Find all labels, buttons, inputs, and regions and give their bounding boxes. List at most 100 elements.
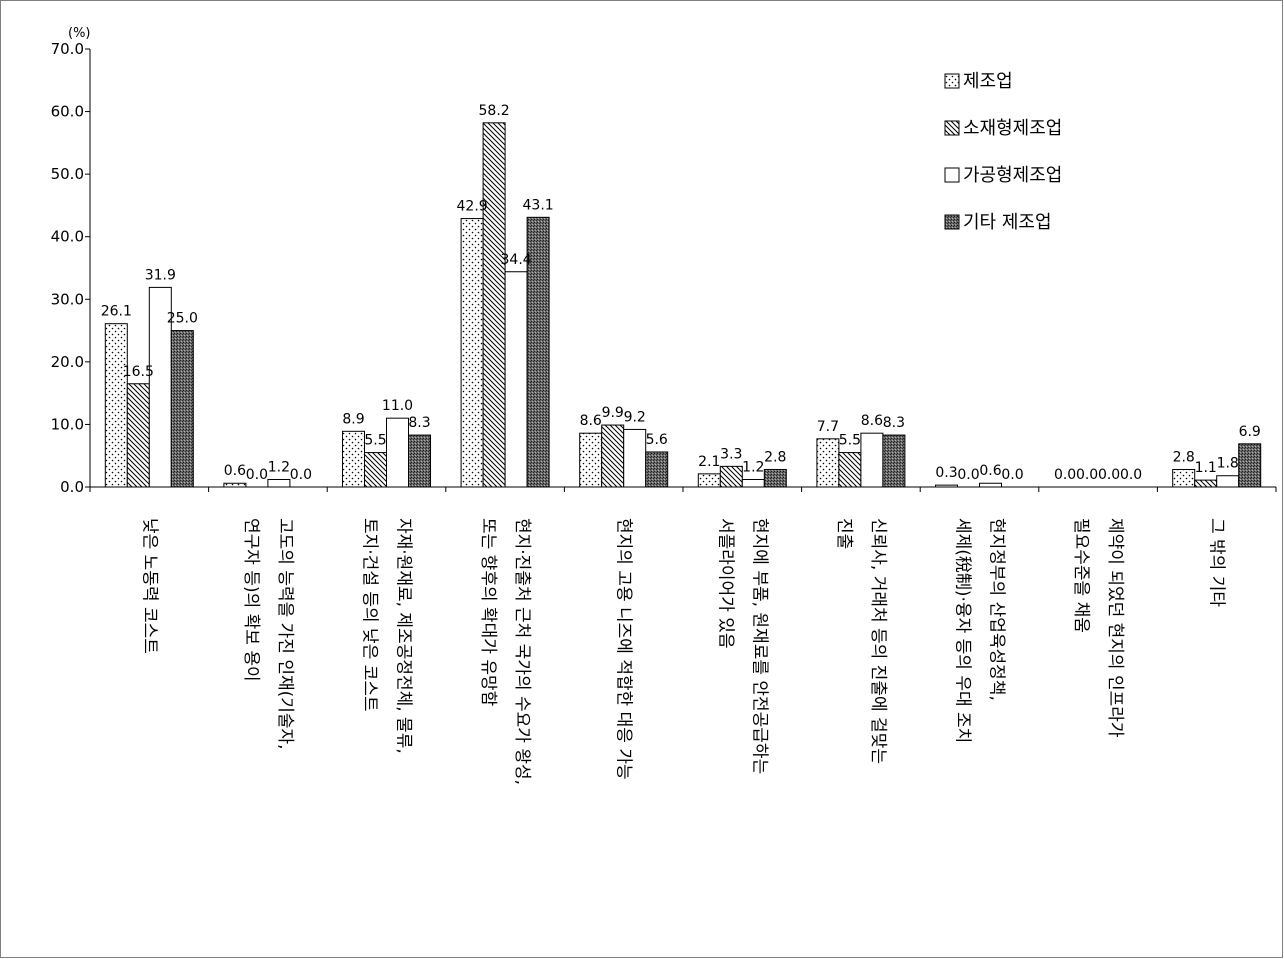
data-label: 16.5 (123, 364, 154, 380)
category-label: 또는 향후의 확대가 유망함 (478, 518, 498, 707)
data-label: 0.0 (957, 467, 979, 483)
data-labels: 26.116.531.925.00.6 0.0 1.2 0.08.95.511.08.… (101, 103, 1261, 483)
bar (342, 430, 365, 488)
bar (504, 271, 528, 488)
legend-label: 기타 제조업 (963, 212, 1052, 233)
bar (645, 451, 669, 488)
category-label: 현지정부의 산업육성정책, (987, 518, 1007, 701)
data-label: 8.6 (861, 413, 883, 429)
data-label: 3.3 (720, 446, 742, 462)
category-label: 연구자 등)의 확보 용이 (241, 518, 261, 682)
data-label: 8.9 (342, 411, 364, 427)
y-axis-unit: (%) (68, 26, 91, 41)
data-label: 25.0 (167, 311, 198, 327)
category-label: 세제(稅制)·융자 등의 우대 조치 (953, 518, 973, 743)
data-label: 2.8 (764, 449, 786, 465)
category-label: 토지·건설 등의 낮은 코스트 (360, 518, 380, 712)
bar (882, 434, 906, 488)
data-label: 2.1 (698, 454, 720, 470)
data-label: 8.6 (580, 413, 602, 429)
bar (860, 432, 884, 488)
data-label: 1.8 (1217, 456, 1239, 472)
bar (126, 383, 150, 488)
category-labels: 낮은 노동력 코스트 고도의 능력을 가진 인재(기술자, 연구자 등)의 확보 용… (139, 518, 1226, 785)
y-tick-label: 60.0 (51, 103, 84, 121)
bar (601, 424, 625, 488)
data-label: 11.0 (382, 398, 413, 414)
data-label: 0.6 (979, 463, 1001, 479)
bar (579, 432, 603, 488)
bar (697, 473, 721, 488)
bar (763, 468, 787, 488)
data-label: 58.2 (479, 103, 510, 119)
data-label: 34.4 (501, 252, 532, 268)
y-tick-label: 70.0 (51, 40, 84, 58)
bar (267, 478, 291, 488)
data-label: 9.2 (624, 409, 646, 425)
legend-label: 소재형제조업 (963, 118, 1062, 139)
legend-swatch (944, 167, 960, 183)
data-label: 0.0 (246, 467, 268, 483)
category-label: 진출 (834, 518, 854, 549)
bar (623, 428, 647, 488)
category-label: 자재·원재료, 제조공정전체, 물류, (394, 518, 414, 754)
y-tick-label: 0.0 (60, 478, 84, 496)
data-label: 5.6 (646, 432, 668, 448)
data-label: 5.5 (839, 433, 861, 449)
bar (386, 417, 409, 488)
bar (719, 465, 743, 488)
data-label: 0.0 (1001, 467, 1023, 483)
category-label: 신뢰사, 거래처 등의 진출에 걸맞는 (868, 518, 888, 764)
bar (526, 216, 550, 488)
category-label: 현지의 고용 니즈에 적합한 대응 가능 (614, 518, 634, 780)
data-label: 0.3 (935, 465, 957, 481)
category-label: 서플라이어가 있음 (715, 518, 735, 649)
bar (170, 330, 194, 488)
data-label: 0.0 (1054, 467, 1076, 483)
bar (741, 478, 765, 488)
bar (482, 122, 506, 488)
bar (1194, 479, 1218, 488)
bar (408, 434, 431, 488)
data-label: 1.2 (742, 459, 764, 475)
bar (816, 438, 840, 488)
bar (364, 452, 387, 488)
data-label: 43.1 (523, 197, 554, 213)
data-label: 31.9 (145, 267, 176, 283)
bar (979, 482, 1002, 488)
bar (935, 484, 958, 488)
y-tick-label: 30.0 (51, 290, 84, 308)
y-tick-label: 40.0 (51, 228, 84, 246)
legend-swatch (944, 73, 960, 89)
data-label: 8.3 (883, 415, 905, 431)
data-label: 9.9 (602, 405, 624, 421)
data-label: 26.1 (101, 304, 132, 320)
data-label: 5.5 (364, 433, 386, 449)
data-label: 42.9 (457, 199, 488, 215)
legend-label: 가공형제조업 (963, 165, 1062, 186)
bar (838, 452, 862, 488)
data-label: 7.7 (817, 419, 839, 435)
data-label: 1.1 (1195, 460, 1217, 476)
category-label: 필요수준을 채움 (1071, 518, 1091, 633)
data-label: 0.0 (1098, 467, 1120, 483)
category-label: 제약이 되었던 현지의 인프라가 (1105, 518, 1125, 738)
data-label: 0.0 (290, 467, 312, 483)
category-label: 그 밖의 기타 (1207, 518, 1227, 607)
bar (1238, 443, 1262, 488)
y-tick-label: 50.0 (51, 165, 84, 183)
legend-label: 제조업 (963, 71, 1013, 92)
category-label: 현지에 부품, 원재료를 안전공급하는 (749, 518, 769, 774)
category-label: 낮은 노동력 코스트 (139, 518, 159, 654)
category-label: 현지·진출처 근처 국가의 수요가 왕성, (512, 518, 532, 785)
data-label: 0.0 (1120, 467, 1142, 483)
bar (1172, 468, 1196, 488)
bar (1216, 475, 1240, 488)
category-label: 고도의 능력을 가진 인재(기술자, (275, 518, 295, 750)
bars (104, 122, 1262, 488)
y-tick-label: 10.0 (51, 415, 84, 433)
bar (460, 218, 484, 488)
